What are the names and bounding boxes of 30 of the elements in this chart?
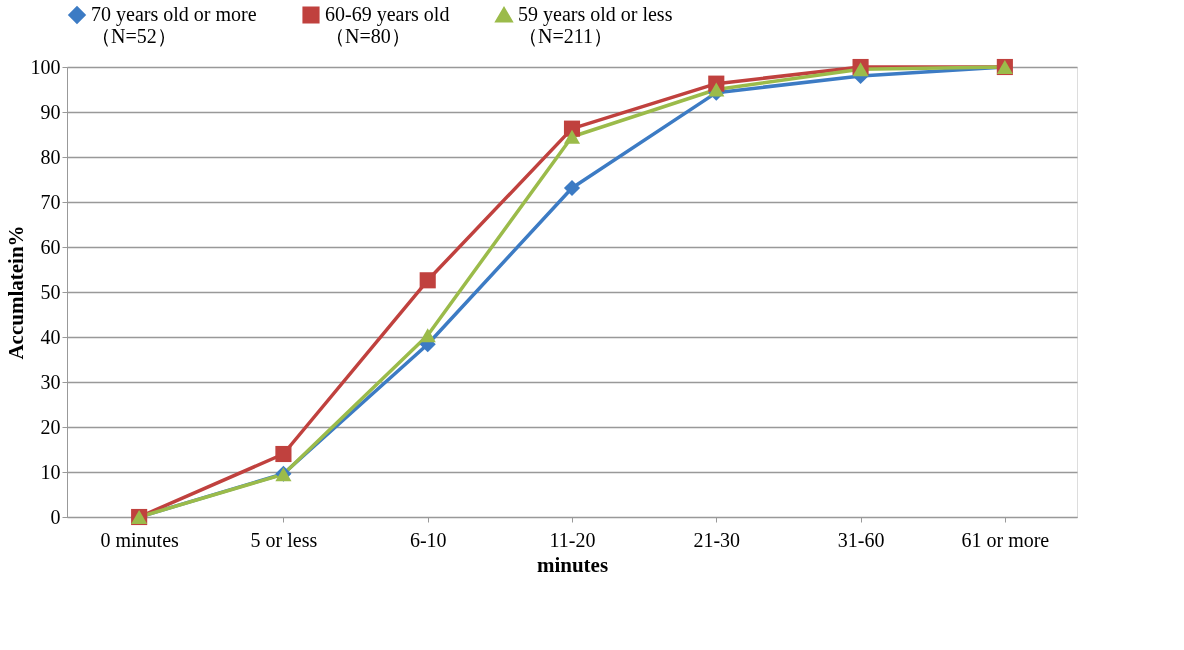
y-tick-label: 100: [30, 55, 61, 78]
y-tick-label: 40: [40, 325, 61, 348]
point: [419, 272, 436, 289]
x-tick-label: 61 or more: [961, 528, 1050, 551]
y-tick-label: 70: [40, 190, 61, 213]
x-tick-label: 5 or less: [250, 528, 318, 551]
y-tick-label: 80: [40, 145, 61, 168]
point: [419, 328, 436, 343]
point: [563, 129, 581, 144]
point: [275, 445, 292, 463]
x-tick-label: 11-20: [549, 528, 596, 551]
y-axis-title: Accumlatein%: [3, 225, 28, 360]
legend-label: 59 years old or less （N=211）: [518, 3, 673, 47]
point: [708, 82, 725, 97]
point: [852, 62, 869, 77]
x-tick-label: 21-30: [693, 528, 741, 551]
y-tick-label: 30: [40, 370, 61, 393]
x-tick-label: 31-60: [837, 528, 885, 551]
x-tick-label: 6-10: [409, 528, 447, 551]
y-tick-label: 10: [40, 460, 61, 483]
y-tick-label: 60: [40, 235, 61, 258]
legend-label: 60-69 years old （N=80）: [325, 3, 450, 47]
x-tick-label: 0 minutes: [100, 528, 180, 551]
y-tick-label: 90: [40, 100, 61, 123]
x-axis-title: minutes: [536, 552, 609, 577]
point: [563, 179, 581, 197]
y-tick-label: 50: [40, 280, 61, 303]
y-tick-label: 20: [40, 415, 61, 438]
y-tick-label: 0: [50, 505, 61, 528]
legend-label: 70 years old or more （N=52）: [91, 3, 257, 47]
